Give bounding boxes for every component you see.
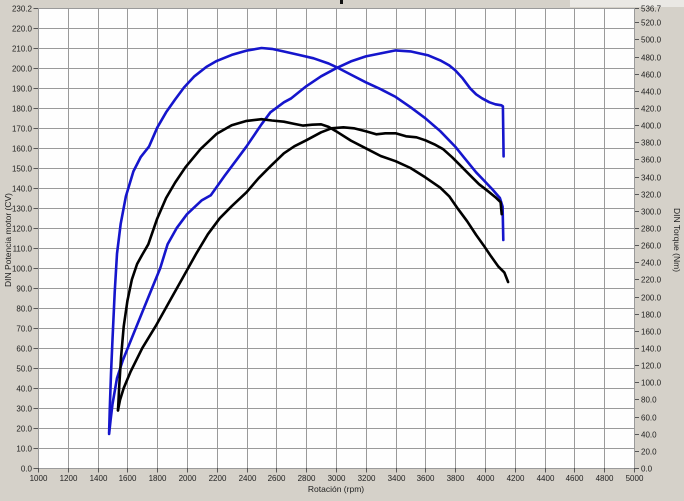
left-tick-label: 220.0 <box>12 24 33 33</box>
right-tick-label: 440.0 <box>641 87 662 96</box>
right-tick-label: 220.0 <box>641 275 662 284</box>
left-tick-label: 150.0 <box>12 164 33 173</box>
right-tick-label: 140.0 <box>641 344 662 353</box>
right-tick-label: 420.0 <box>641 104 662 113</box>
left-tick-label: 120.0 <box>12 224 33 233</box>
top-right-light-strip <box>570 0 684 7</box>
right-tick-label: 320.0 <box>641 190 662 199</box>
left-tick-label: 90.0 <box>16 284 32 293</box>
left-tick-label: 110.0 <box>13 244 33 253</box>
x-tick-label: 2200 <box>209 474 227 483</box>
left-tick-label: 190.0 <box>12 84 33 93</box>
series-black-torque-line <box>116 117 510 412</box>
left-tick-label: 140.0 <box>12 184 33 193</box>
right-tick-label: 0.0 <box>641 464 653 473</box>
clipped-title-mark <box>340 0 343 4</box>
left-tick-label: 210.0 <box>12 44 33 53</box>
x-tick-label: 3400 <box>388 474 406 483</box>
right-tick-label: 536.7 <box>641 4 662 13</box>
right-tick-label: 280.0 <box>641 224 662 233</box>
x-tick-label: 1600 <box>119 474 137 483</box>
right-tick-label: 360.0 <box>641 155 662 164</box>
left-tick-label: 130.0 <box>12 204 33 213</box>
right-tick-label: 80.0 <box>641 395 657 404</box>
x-tick-label: 4000 <box>477 474 495 483</box>
right-tick-label: 160.0 <box>641 327 662 336</box>
right-tick-label: 240.0 <box>641 258 662 267</box>
right-tick-label: 40.0 <box>641 430 657 439</box>
left-tick-label: 180.0 <box>12 104 33 113</box>
right-tick-label: 380.0 <box>641 138 662 147</box>
left-tick-label: 70.0 <box>16 324 32 333</box>
left-tick-label: 20.0 <box>16 424 32 433</box>
right-axis-title: DIN Torque (Nm) <box>672 207 682 273</box>
x-tick-label: 4600 <box>566 474 584 483</box>
right-tick-label: 60.0 <box>641 413 657 422</box>
x-tick-label: 3200 <box>358 474 376 483</box>
right-tick-label: 340.0 <box>641 173 662 182</box>
x-tick-label: 1400 <box>90 474 108 483</box>
right-tick-label: 200.0 <box>641 293 662 302</box>
left-tick-label: 10.0 <box>16 444 32 453</box>
right-tick-label: 400.0 <box>641 121 662 130</box>
left-tick-label: 30.0 <box>16 404 32 413</box>
x-tick-label: 3000 <box>328 474 346 483</box>
x-tick-label: 2400 <box>239 474 257 483</box>
left-tick-label: 160.0 <box>12 144 33 153</box>
right-tick-label: 480.0 <box>641 53 662 62</box>
left-tick-label: 40.0 <box>16 384 32 393</box>
series-blue-torque-line <box>107 46 505 435</box>
x-axis-title: Rotación (rpm) <box>307 484 365 494</box>
x-tick-label: 5000 <box>626 474 644 483</box>
right-tick-label: 500.0 <box>641 35 662 44</box>
left-tick-label: 80.0 <box>16 304 32 313</box>
right-tick-label: 120.0 <box>641 361 662 370</box>
x-tick-label: 4200 <box>507 474 525 483</box>
x-tick-label: 1000 <box>30 474 48 483</box>
x-tick-label: 4800 <box>596 474 614 483</box>
right-tick-label: 300.0 <box>641 207 662 216</box>
right-tick-label: 260.0 <box>641 241 662 250</box>
left-tick-label: 230.2 <box>12 4 33 13</box>
right-tick-label: 180.0 <box>641 310 662 319</box>
left-tick-label: 0.0 <box>21 464 33 473</box>
left-tick-label: 170.0 <box>12 124 33 133</box>
x-tick-label: 1200 <box>60 474 78 483</box>
x-tick-label: 3800 <box>447 474 465 483</box>
x-tick-label: 2000 <box>179 474 197 483</box>
left-tick-label: 50.0 <box>16 364 32 373</box>
left-tick-label: 200.0 <box>12 64 33 73</box>
right-tick-label: 460.0 <box>641 70 662 79</box>
right-tick-label: 520.0 <box>641 18 662 27</box>
x-tick-label: 1800 <box>149 474 167 483</box>
x-tick-label: 3600 <box>417 474 435 483</box>
right-tick-label: 20.0 <box>641 447 657 456</box>
x-tick-label: 2600 <box>268 474 286 483</box>
left-tick-label: 60.0 <box>16 344 32 353</box>
series-blue-power-line <box>107 49 505 436</box>
x-tick-label: 4400 <box>537 474 555 483</box>
left-tick-label: 100.0 <box>12 264 33 273</box>
right-tick-label: 100.0 <box>641 378 662 387</box>
left-axis-title: DIN Potencia motor (CV) <box>3 193 13 287</box>
x-tick-label: 2800 <box>298 474 316 483</box>
